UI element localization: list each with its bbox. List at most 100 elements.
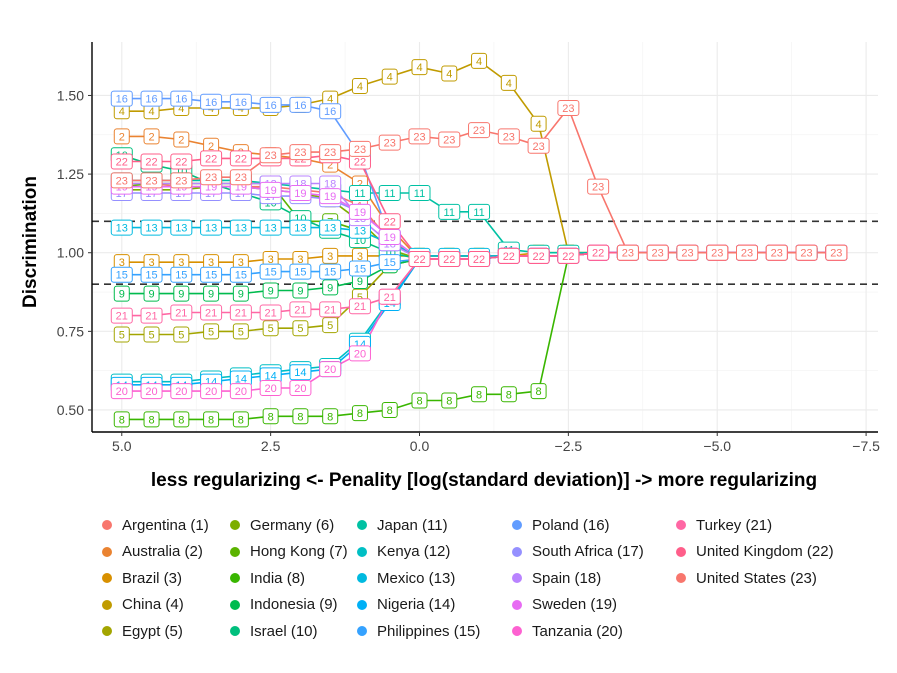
point-label: 13 — [145, 223, 157, 235]
point-label-box — [170, 304, 193, 321]
point-label: 3 — [178, 257, 184, 269]
legend-label: Kenya (12) — [377, 543, 451, 561]
point-label: 4 — [416, 62, 422, 74]
point-label-box — [140, 307, 163, 324]
point-label-box — [411, 392, 428, 409]
point-label: 3 — [238, 257, 244, 269]
point-label: 16 — [145, 94, 157, 106]
point-label-box — [203, 411, 220, 428]
point-label: 8 — [446, 396, 452, 408]
point-label-box — [110, 90, 133, 107]
legend-swatch — [357, 626, 367, 637]
point-label: 4 — [536, 119, 542, 131]
point-label-box — [143, 128, 160, 145]
point-label: 21 — [235, 307, 247, 319]
point-label-box — [173, 326, 190, 343]
point-label: 5 — [208, 326, 214, 338]
point-label: 8 — [148, 414, 154, 426]
point-label-box — [292, 320, 309, 337]
point-label-box — [140, 153, 163, 170]
point-label-box — [110, 266, 133, 283]
point-label: 19 — [384, 232, 396, 244]
point-label-box — [110, 219, 133, 236]
point-label-box — [229, 93, 252, 110]
point-label-box — [616, 244, 639, 261]
point-label: 14 — [294, 367, 306, 379]
point-label-box — [170, 383, 193, 400]
point-label: 23 — [681, 248, 693, 260]
point-label-box — [378, 254, 401, 271]
point-label: 16 — [116, 94, 128, 106]
point-label: 13 — [235, 223, 247, 235]
point-label: 9 — [119, 289, 125, 301]
legend-item: Turkey (21) — [676, 512, 834, 539]
point-label: 13 — [294, 223, 306, 235]
legend-label: Turkey (21) — [696, 516, 773, 534]
point-label: 15 — [324, 267, 336, 279]
point-label: 8 — [297, 411, 303, 423]
legend-item: Egypt (5) — [102, 618, 209, 645]
point-labels: 1111111111111111111111111222222222222222… — [110, 52, 848, 428]
point-label: 5 — [357, 292, 363, 304]
point-label-box — [200, 266, 223, 283]
point-label-box — [170, 90, 193, 107]
series-line-12 — [121, 251, 837, 383]
tick-labels: 0.50 0.75 1.00 1.25 1.50 5.0 2.5 0.0 −2.5 −5.0 −7.… — [57, 87, 880, 454]
point-label-box — [348, 140, 371, 157]
point-label: 2 — [178, 135, 184, 147]
point-label: 3 — [357, 251, 363, 263]
point-label-box — [170, 219, 193, 236]
legend-label: Spain (18) — [532, 569, 602, 587]
point-label-box — [706, 244, 729, 261]
point-label: 15 — [294, 267, 306, 279]
point-label-box — [411, 59, 428, 76]
point-label: 15 — [354, 263, 366, 275]
point-label: 9 — [208, 289, 214, 301]
point-label: 5 — [297, 323, 303, 335]
point-label-box — [438, 251, 461, 268]
point-label-box — [110, 307, 133, 324]
point-label-box — [500, 74, 517, 91]
legend-item: Tanzania (20) — [512, 618, 644, 645]
point-label: 22 — [503, 251, 515, 263]
legend-label: Brazil (3) — [122, 569, 183, 587]
point-label: 20 — [145, 386, 157, 398]
legend-item: Poland (16) — [512, 512, 644, 539]
point-label: 22 — [145, 157, 157, 169]
point-label: 16 — [205, 97, 217, 109]
point-label: 21 — [265, 307, 277, 319]
point-label: 4 — [327, 94, 333, 106]
point-label: 23 — [413, 131, 425, 143]
legend-swatch — [676, 546, 686, 557]
point-label-box — [110, 383, 133, 400]
point-label-box — [232, 411, 249, 428]
legend-label: Argentina (1) — [122, 516, 209, 534]
point-label: 8 — [238, 414, 244, 426]
point-label: 22 — [384, 216, 396, 228]
point-label-box — [289, 301, 312, 318]
point-label: 22 — [175, 157, 187, 169]
reference-lines — [92, 220, 878, 285]
point-label: 19 — [265, 185, 277, 197]
point-label-box — [319, 144, 342, 161]
point-label: 23 — [384, 138, 396, 150]
point-label: 4 — [357, 81, 363, 93]
point-label: 4 — [476, 56, 482, 68]
point-label: 8 — [536, 386, 542, 398]
point-label: 20 — [354, 348, 366, 360]
legend-item: Kenya (12) — [357, 539, 480, 566]
point-label: 13 — [175, 223, 187, 235]
point-label-box — [229, 169, 252, 186]
point-label-box — [408, 128, 431, 145]
point-label: 23 — [175, 175, 187, 187]
point-label-box — [441, 392, 458, 409]
point-label-box — [203, 285, 220, 302]
point-label-box — [319, 361, 342, 378]
point-label-box — [378, 134, 401, 151]
x-tick-label: 5.0 — [112, 438, 132, 454]
point-label: 4 — [148, 106, 154, 118]
point-label: 4 — [446, 68, 452, 80]
point-label: 8 — [357, 408, 363, 420]
point-label: 18 — [324, 179, 336, 191]
point-label-box — [232, 285, 249, 302]
